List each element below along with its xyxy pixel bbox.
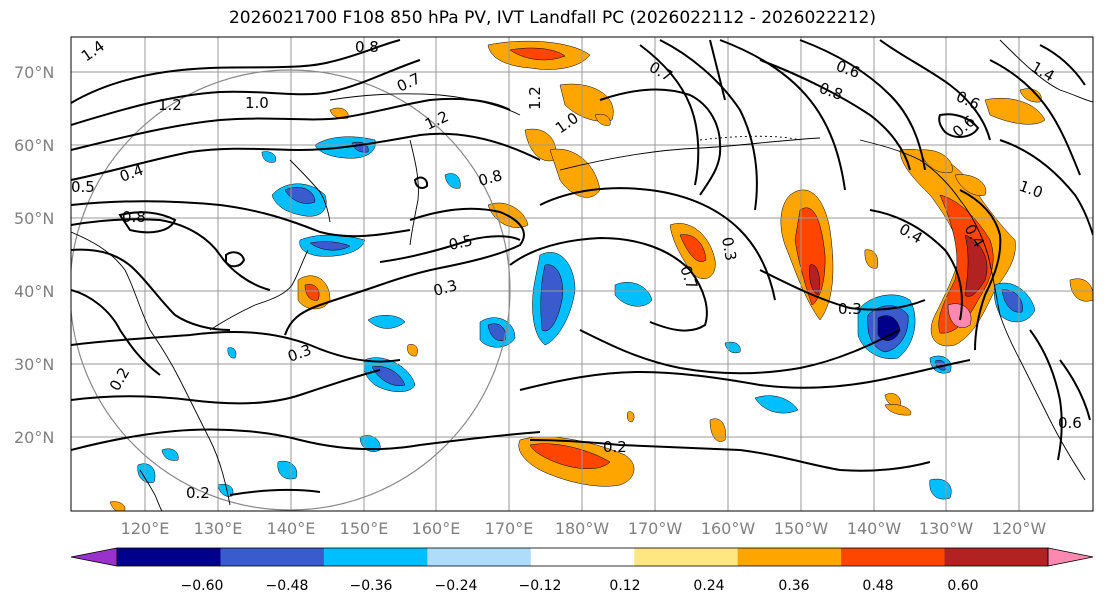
graticule [71,37,1093,511]
lon-label: 140°W [847,519,902,538]
colorbar-bin [427,548,532,566]
colorbar-bin [117,548,221,566]
map-border [70,36,1094,512]
lat-label: 40°N [14,282,54,301]
pv-contours [71,39,1093,496]
colorbar-bin [530,548,635,566]
colorbar-bin [634,548,739,566]
contour-label: 1.2 [526,86,544,110]
shading-layer [109,40,1093,511]
contour-label: 0.5 [71,178,95,196]
colorbar-extend-min [70,547,118,567]
contour-label: 1.2 [158,96,182,114]
lat-label: 30°N [14,355,54,374]
contour-label: 0.5 [447,231,474,254]
contour-label: 0.8 [122,208,146,226]
latitude-labels: 70°N 60°N 50°N 40°N 30°N 20°N [14,63,54,447]
colorbar-outline [116,547,1049,567]
map-title: 2026021700 F108 850 hPa PV, IVT Landfall… [228,8,876,28]
colorbar-bin [841,548,946,566]
contour-label: 0.3 [718,236,740,263]
colorbar-tick-label: 0.24 [693,578,724,594]
longitude-labels: 120°E 130°E 140°E 150°E 160°E 170°E 180°… [121,519,1047,538]
contour-label: 0.6 [1058,414,1082,432]
lat-label: 70°N [14,63,54,82]
lat-label: 60°N [14,136,54,155]
colorbar-tick-label: −0.60 [181,578,224,594]
range-circle [71,69,511,511]
lon-label: 120°E [121,519,170,538]
lon-label: 140°E [267,519,316,538]
colorbar-ticks: −0.60 −0.48 −0.36 −0.24 −0.12 0.12 0.24 … [181,578,979,594]
contour-label: 0.3 [431,276,459,300]
contour-label: 0.3 [838,300,862,318]
colorbar-tick-label: −0.36 [350,578,393,594]
lon-label: 170°E [485,519,534,538]
colorbar-tick-label: 0.60 [947,578,978,594]
lon-label: 180°W [555,519,610,538]
lon-label: 150°W [774,519,829,538]
lon-label: 160°E [412,519,461,538]
colorbar-bin [220,548,325,566]
lon-label: 130°E [194,519,243,538]
colorbar-extend-max [1047,547,1094,567]
lon-label: 150°E [340,519,389,538]
contour-label: 0.8 [355,38,379,56]
contour-label: 0.2 [603,438,627,456]
colorbar [70,547,1094,567]
colorbar-bin [737,548,842,566]
coastlines [71,39,1093,511]
colorbar-tick-label: −0.48 [266,578,309,594]
colorbar-bin [323,548,428,566]
colorbar-tick-label: 0.36 [778,578,809,594]
lat-label: 50°N [14,209,54,228]
lon-label: 120°W [992,519,1047,538]
colorbar-tick-label: −0.12 [519,578,562,594]
lon-label: 130°W [919,519,974,538]
lat-label: 20°N [14,428,54,447]
contour-label: 0.8 [476,166,504,190]
colorbar-bin [944,548,1049,566]
colorbar-tick-label: 0.48 [862,578,893,594]
lon-label: 170°W [628,519,683,538]
colorbar-tick-label: 0.12 [609,578,640,594]
lon-label: 160°W [701,519,756,538]
colorbar-tick-label: −0.24 [435,578,478,594]
contour-label: 0.2 [186,484,210,502]
contour-label: 1.0 [245,94,269,112]
